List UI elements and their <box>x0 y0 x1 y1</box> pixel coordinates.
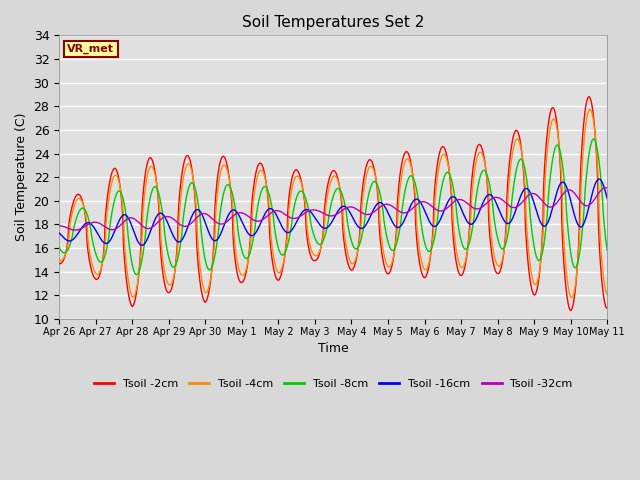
Legend: Tsoil -2cm, Tsoil -4cm, Tsoil -8cm, Tsoil -16cm, Tsoil -32cm: Tsoil -2cm, Tsoil -4cm, Tsoil -8cm, Tsoi… <box>89 374 577 393</box>
Text: VR_met: VR_met <box>67 44 115 54</box>
Y-axis label: Soil Temperature (C): Soil Temperature (C) <box>15 113 28 241</box>
Title: Soil Temperatures Set 2: Soil Temperatures Set 2 <box>242 15 424 30</box>
X-axis label: Time: Time <box>318 342 349 355</box>
